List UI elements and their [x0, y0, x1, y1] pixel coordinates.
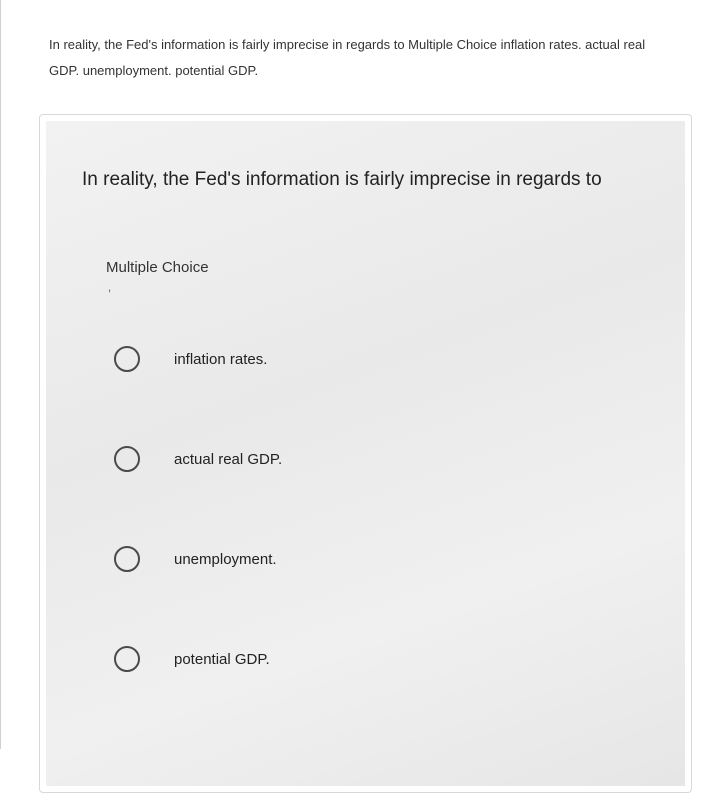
radio-button[interactable]	[114, 646, 140, 672]
option-row: potential GDP.	[114, 646, 685, 672]
radio-button[interactable]	[114, 546, 140, 572]
multiple-choice-section: Multiple Choice ,	[106, 259, 685, 294]
question-text: In reality, the Fed's information is fai…	[46, 121, 685, 219]
question-card-wrapper: In reality, the Fed's information is fai…	[39, 114, 692, 793]
option-row: inflation rates.	[114, 346, 685, 372]
summary-text: In reality, the Fed's information is fai…	[1, 0, 720, 102]
small-mark: ,	[108, 282, 685, 294]
option-row: unemployment.	[114, 546, 685, 572]
section-label: Multiple Choice	[106, 259, 685, 276]
option-label: inflation rates.	[174, 351, 267, 368]
question-card: In reality, the Fed's information is fai…	[46, 121, 685, 786]
option-label: actual real GDP.	[174, 451, 282, 468]
option-label: unemployment.	[174, 551, 277, 568]
option-label: potential GDP.	[174, 651, 270, 668]
radio-button[interactable]	[114, 446, 140, 472]
options-list: inflation rates. actual real GDP. unempl…	[114, 346, 685, 672]
radio-button[interactable]	[114, 346, 140, 372]
option-row: actual real GDP.	[114, 446, 685, 472]
